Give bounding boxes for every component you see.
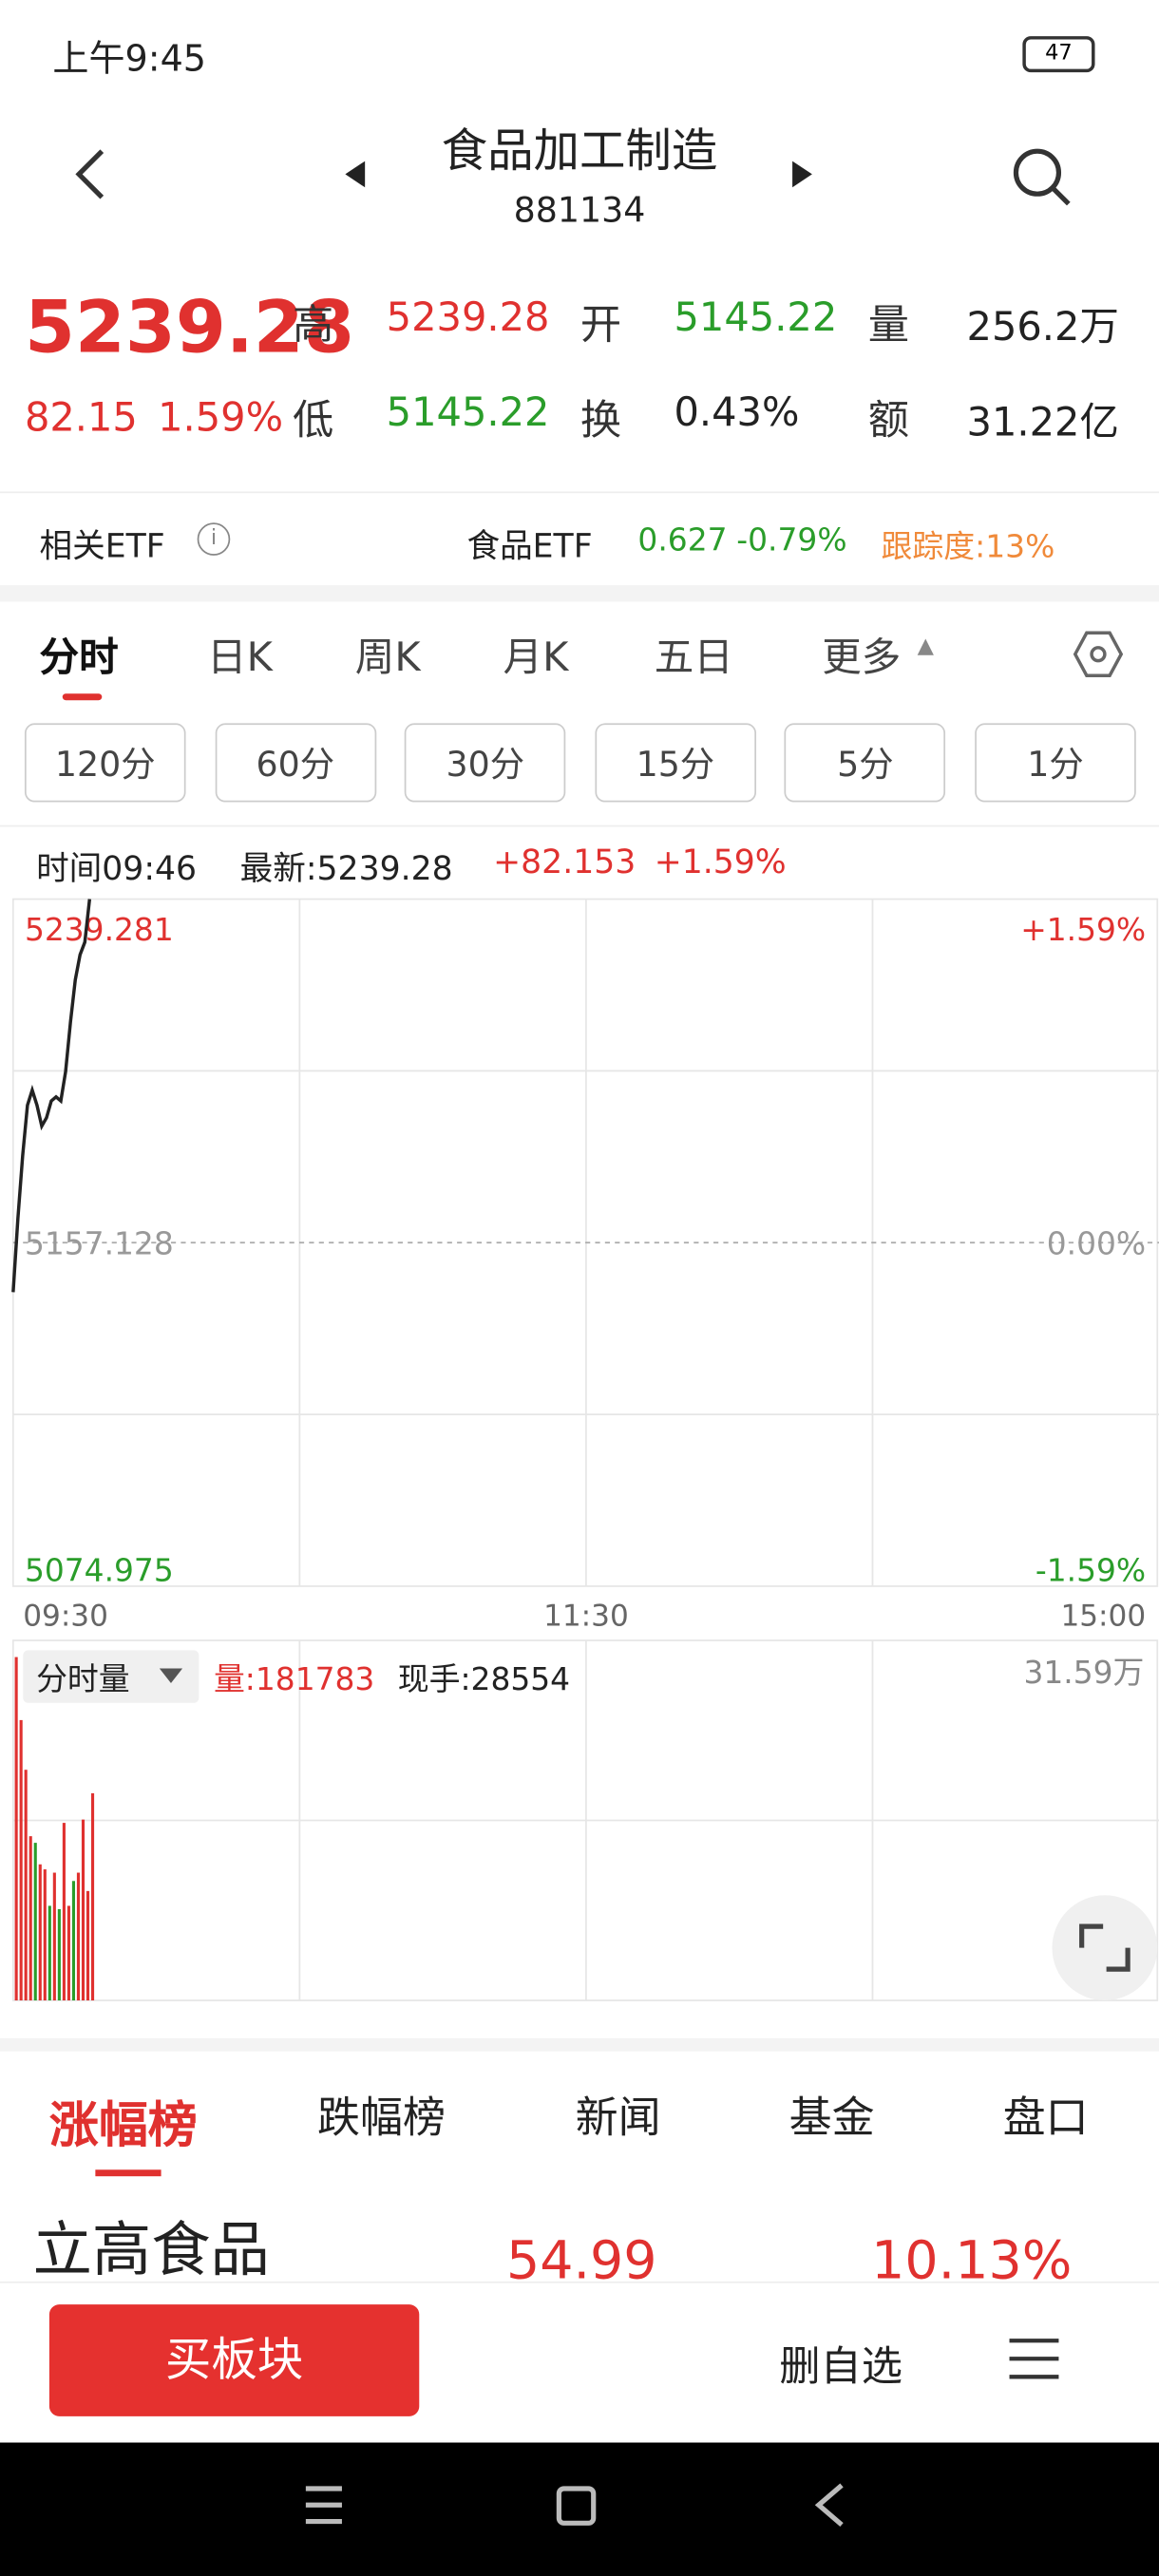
- field-value: 0.43%: [674, 389, 800, 436]
- volume-bar: [48, 1905, 51, 2001]
- volume-bar: [66, 1905, 70, 2001]
- chart: 5074.975 5157.128 5239.281 -1.59% 0.00% +1.59…: [11, 898, 1159, 2001]
- bottom-tab[interactable]: 盘口: [1002, 2093, 1089, 2144]
- more-arrow: ▲: [917, 634, 934, 659]
- change: 82.15: [24, 394, 138, 441]
- info-icon[interactable]: i: [197, 522, 231, 556]
- stock-pct: 10.13%: [871, 2228, 1073, 2292]
- volume-bar: [86, 1890, 90, 2001]
- y-tick-label: 5157.128: [25, 1224, 174, 1261]
- field-value: 5239.28: [386, 294, 550, 341]
- bottom-tab[interactable]: 基金: [788, 2093, 875, 2144]
- bottom-tab[interactable]: 新闻: [575, 2093, 661, 2144]
- remove-button[interactable]: 删自选: [779, 2341, 903, 2391]
- nav-bar: [305, 2483, 844, 2528]
- tab[interactable]: 日K: [207, 634, 273, 681]
- header-title: 食品加工制造: [441, 123, 718, 178]
- volume-bar: [71, 1881, 75, 2001]
- battery: 47: [1022, 36, 1095, 73]
- y-tick-label: 31.59万: [1023, 1654, 1144, 1691]
- y2-tick-label: 0.00%: [1047, 1224, 1146, 1261]
- etf-tracking: 跟踪度:13%: [881, 529, 1055, 566]
- field-label: 开: [580, 300, 622, 349]
- tab[interactable]: 月K: [503, 634, 569, 681]
- field-label: 量: [867, 300, 909, 349]
- field-value: 5145.22: [674, 294, 838, 341]
- tab[interactable]: 周K: [354, 634, 421, 681]
- etf-price: 0.627: [637, 522, 728, 559]
- period-button[interactable]: 120分: [24, 723, 186, 803]
- bottom-tab[interactable]: 涨幅榜: [48, 2097, 198, 2155]
- volume-annotation: 现手:28554: [398, 1660, 570, 1697]
- search-button[interactable]: [1010, 144, 1075, 210]
- settings-icon[interactable]: [1072, 628, 1124, 680]
- info-time: 时间09:46: [36, 847, 198, 888]
- y-tick-label: 5239.281: [25, 911, 174, 948]
- price-line: [11, 899, 92, 1293]
- info-latest: 最新:5239.28: [239, 847, 453, 888]
- stock-price: 54.99: [505, 2228, 657, 2292]
- volume-bar: [57, 1908, 61, 2001]
- volume-bar: [24, 1770, 28, 2001]
- volume-bar: [90, 1792, 95, 2001]
- info-change: +82.153: [493, 842, 636, 881]
- x-tick-label: 09:30: [23, 1599, 108, 1633]
- volume-bar: [28, 1836, 32, 2001]
- bottom-tab[interactable]: 跌幅榜: [316, 2093, 446, 2144]
- field-label: 高: [293, 300, 334, 349]
- etf-change: -0.79%: [736, 522, 847, 559]
- status-time: 上午9:45: [52, 39, 207, 81]
- next-button[interactable]: [789, 158, 816, 191]
- fullscreen-button[interactable]: [1052, 1895, 1158, 2001]
- y2-tick-label: -1.59%: [1036, 1552, 1146, 1589]
- dropdown-arrow: [159, 1668, 183, 1684]
- field-label: 换: [580, 396, 622, 445]
- etf-label: 相关ETF: [39, 525, 165, 566]
- tab[interactable]: 分时: [39, 634, 119, 681]
- tab[interactable]: 更多: [822, 634, 902, 681]
- period-button[interactable]: 30分: [405, 723, 566, 803]
- volume-bar: [19, 1719, 23, 2001]
- period-button[interactable]: 5分: [785, 723, 946, 803]
- y2-tick-label: +1.59%: [1020, 911, 1146, 948]
- etf-name[interactable]: 食品ETF: [466, 525, 593, 566]
- period-button[interactable]: 60分: [214, 723, 376, 803]
- volume-bar: [14, 1657, 18, 2001]
- x-tick-label: 11:30: [543, 1599, 629, 1633]
- buy-button[interactable]: 买板块: [48, 2304, 420, 2416]
- tab[interactable]: 五日: [654, 634, 733, 681]
- back-button[interactable]: [66, 144, 115, 203]
- volume-selector[interactable]: [23, 1650, 200, 1703]
- prev-button[interactable]: [342, 158, 369, 191]
- change-pct: 1.59%: [158, 394, 284, 441]
- volume-bar: [81, 1819, 86, 2001]
- volume-bar: [38, 1864, 42, 2001]
- field-value: 256.2万: [966, 304, 1119, 350]
- field-value: 5145.22: [386, 389, 550, 436]
- fullscreen-icon: [1079, 1923, 1130, 1972]
- x-tick-label: 15:00: [1060, 1599, 1146, 1633]
- info-pct: +1.59%: [654, 842, 787, 881]
- header-code: 881134: [513, 190, 646, 231]
- period-button[interactable]: 1分: [975, 723, 1136, 803]
- field-label: 低: [293, 396, 334, 445]
- field-label: 额: [867, 396, 909, 445]
- period-button[interactable]: 15分: [595, 723, 756, 803]
- volume-bar: [62, 1823, 66, 2001]
- stock-name[interactable]: 立高食品: [32, 2217, 270, 2285]
- volume-title[interactable]: 分时量: [36, 1660, 130, 1697]
- field-value: 31.22亿: [966, 399, 1119, 445]
- volume-bar: [43, 1869, 47, 2001]
- volume-annotation: 量:181783: [214, 1660, 374, 1697]
- menu-button[interactable]: [1006, 2334, 1062, 2383]
- volume-bar: [52, 1872, 56, 2001]
- y-tick-label: 5074.975: [25, 1552, 174, 1589]
- price: 5239.28: [24, 286, 354, 370]
- volume-bar: [33, 1843, 37, 2001]
- volume-bar: [76, 1872, 81, 2001]
